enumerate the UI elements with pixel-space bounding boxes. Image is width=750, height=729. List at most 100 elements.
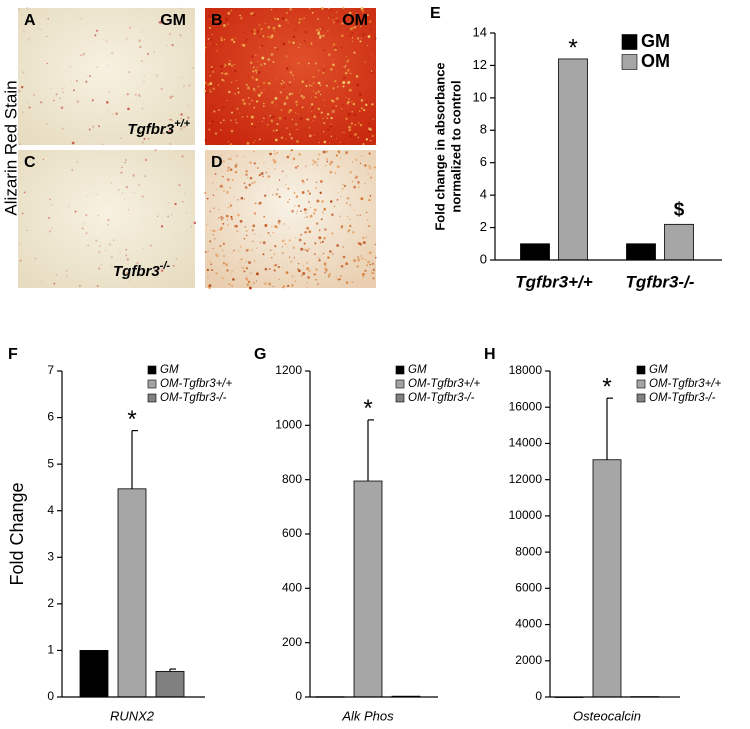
stain-dot (168, 129, 171, 133)
stain-dot (304, 231, 307, 234)
stain-dot (319, 84, 322, 87)
stain-dot (340, 46, 344, 49)
stain-dot (320, 255, 322, 257)
significance-marker: $ (674, 199, 685, 220)
stain-dot (221, 249, 224, 251)
stain-dot (220, 129, 222, 131)
stain-dot (366, 218, 369, 221)
stain-dot (108, 91, 111, 94)
stain-dot (345, 96, 347, 99)
stain-dot (352, 161, 354, 163)
stain-dot (334, 80, 337, 83)
stain-dot (230, 9, 233, 12)
stain-dot (370, 19, 372, 21)
stain-dot (299, 43, 302, 46)
stain-dot (226, 223, 229, 226)
stain-dot (368, 57, 370, 59)
stain-dot (351, 101, 353, 103)
stain-dot (19, 243, 21, 245)
stain-dot (210, 65, 213, 69)
stain-dot (226, 169, 229, 172)
stain-dot (372, 277, 375, 280)
stain-dot (242, 174, 244, 176)
stain-dot (236, 155, 238, 157)
stain-dot (20, 85, 24, 89)
stain-dot (227, 158, 230, 160)
stain-dot (113, 239, 115, 241)
stain-dot (331, 109, 335, 113)
stain-dot (223, 63, 227, 67)
stain-dot (323, 213, 325, 215)
stain-dot (275, 226, 279, 229)
stain-dot (342, 6, 345, 10)
stain-dot (140, 60, 143, 63)
stain-dot (49, 230, 52, 233)
stain-dot (231, 178, 234, 181)
stain-dot (134, 93, 137, 96)
stain-dot (332, 87, 335, 90)
stain-dot (95, 29, 99, 32)
stain-dot (358, 122, 360, 124)
stain-dot (167, 202, 170, 205)
legend: GM OM-Tgfbr3+/+ OM-Tgfbr3-/- (636, 364, 722, 404)
stain-dot (231, 111, 233, 114)
stain-dot (310, 103, 314, 106)
stain-dot (75, 79, 78, 82)
stain-dot (272, 26, 276, 30)
stain-dot (55, 274, 58, 276)
stain-dot (263, 215, 266, 218)
stain-dot (321, 7, 324, 10)
stain-dot (153, 50, 155, 53)
stain-dot (354, 123, 357, 126)
stain-dot (239, 219, 243, 223)
stain-dot (330, 10, 333, 12)
stain-dot (304, 30, 308, 34)
stain-dot (24, 26, 26, 28)
stain-dot (106, 101, 109, 104)
stain-dot (205, 32, 208, 34)
stain-dot (344, 65, 347, 67)
stain-dot (259, 31, 262, 33)
stain-dot (146, 127, 148, 129)
stain-dot (276, 18, 279, 21)
stain-dot (229, 157, 232, 161)
stain-dot (295, 195, 299, 198)
y-tick-label: 5 (47, 456, 54, 470)
stain-dot (126, 271, 129, 274)
panel-label: H (484, 346, 496, 363)
stain-dot (181, 77, 183, 79)
stain-dot (317, 81, 321, 85)
stain-dot (286, 20, 289, 22)
stain-dot (81, 54, 84, 57)
stain-dot (274, 96, 278, 100)
stain-dot (366, 100, 368, 103)
stain-dot (357, 256, 360, 259)
stain-dot (366, 140, 367, 142)
stain-dot (308, 84, 311, 87)
stain-dot (349, 130, 351, 132)
stain-dot (357, 258, 361, 262)
stain-dot (222, 160, 225, 163)
stain-dot (285, 138, 287, 140)
stain-dot (267, 35, 270, 39)
stain-dot (311, 115, 314, 117)
stain-dot (287, 284, 290, 288)
stain-dot (322, 131, 325, 133)
stain-dot (316, 164, 318, 166)
significance-marker: * (363, 395, 372, 422)
stain-dot (302, 18, 304, 20)
stain-dot (337, 278, 340, 281)
stain-dot (257, 66, 259, 68)
stain-dot (365, 103, 368, 107)
stain-dot (299, 117, 303, 120)
stain-dot (96, 285, 99, 287)
stain-dot (132, 174, 135, 177)
stain-dot (261, 44, 264, 47)
stain-dot (325, 115, 327, 117)
stain-dot (107, 224, 109, 226)
stain-dot (361, 35, 364, 38)
stain-dot (356, 214, 359, 216)
stain-dot (53, 99, 55, 102)
y-tick-label: 1000 (275, 418, 302, 432)
